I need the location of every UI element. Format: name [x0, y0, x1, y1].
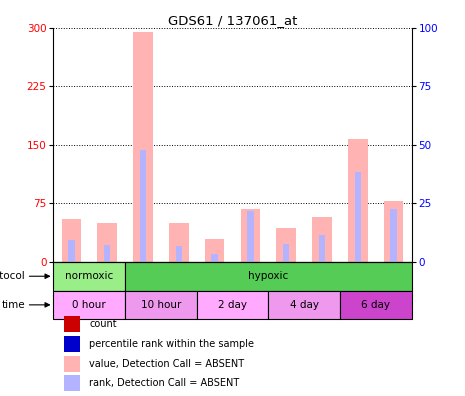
Bar: [176, 246, 182, 262]
Bar: [384, 201, 404, 262]
Bar: [68, 240, 74, 262]
Bar: [355, 172, 361, 262]
Text: hypoxic: hypoxic: [248, 271, 288, 281]
Text: 6 day: 6 day: [361, 300, 390, 310]
Bar: [125, 291, 197, 319]
Bar: [64, 336, 80, 352]
Bar: [53, 291, 125, 319]
Bar: [268, 291, 340, 319]
Text: rank, Detection Call = ABSENT: rank, Detection Call = ABSENT: [89, 378, 239, 388]
Bar: [348, 139, 368, 262]
Bar: [283, 244, 289, 262]
Bar: [64, 316, 80, 332]
Text: 4 day: 4 day: [290, 300, 319, 310]
Text: 2 day: 2 day: [218, 300, 247, 310]
Text: normoxic: normoxic: [65, 271, 113, 281]
Bar: [205, 238, 225, 262]
Text: count: count: [89, 319, 117, 329]
Bar: [64, 375, 80, 391]
Bar: [276, 228, 296, 262]
Bar: [140, 150, 146, 262]
Text: 10 hour: 10 hour: [141, 300, 181, 310]
Text: time: time: [1, 300, 25, 310]
Text: protocol: protocol: [0, 271, 25, 281]
Bar: [104, 245, 110, 262]
Bar: [240, 209, 260, 262]
Text: percentile rank within the sample: percentile rank within the sample: [89, 339, 254, 349]
Bar: [125, 262, 412, 291]
Bar: [340, 291, 412, 319]
Bar: [212, 254, 218, 262]
Bar: [247, 211, 253, 262]
Text: value, Detection Call = ABSENT: value, Detection Call = ABSENT: [89, 359, 245, 369]
Bar: [53, 262, 125, 291]
Bar: [133, 32, 153, 262]
Bar: [61, 219, 81, 262]
Bar: [312, 217, 332, 262]
Bar: [319, 234, 325, 262]
Bar: [169, 223, 189, 262]
Bar: [197, 291, 268, 319]
Text: 0 hour: 0 hour: [73, 300, 106, 310]
Bar: [64, 356, 80, 371]
Bar: [391, 209, 397, 262]
Title: GDS61 / 137061_at: GDS61 / 137061_at: [168, 13, 297, 27]
Bar: [97, 223, 117, 262]
